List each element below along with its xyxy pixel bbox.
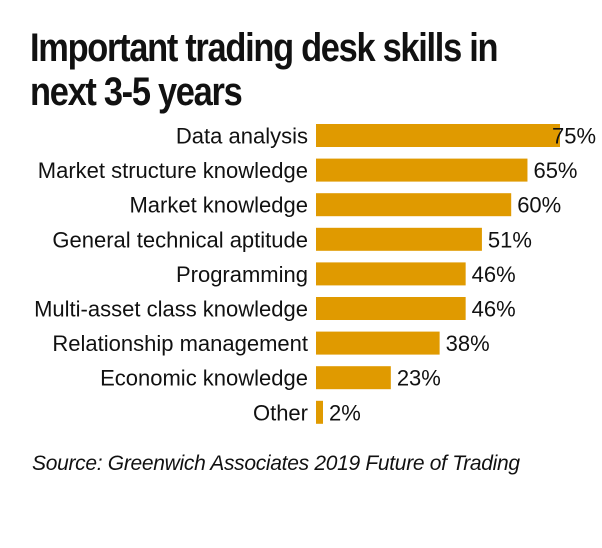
bar-8 [316,400,323,424]
category-label-0: Data analysis [176,124,308,149]
value-label-6: 38% [446,331,490,356]
category-label-7: Economic knowledge [100,366,308,391]
category-label-5: Multi-asset class knowledge [34,297,308,322]
value-label-1: 65% [533,158,577,183]
value-label-8: 2% [329,400,361,425]
value-label-5: 46% [472,297,516,322]
bar-3 [316,227,482,251]
bar-chart: Data analysis 75% Market structure knowled… [34,124,596,426]
bar-2 [316,193,512,217]
category-label-2: Market knowledge [129,193,308,218]
category-label-1: Market structure knowledge [38,158,308,183]
labels-layer: Data analysis 75% Market structure knowled… [34,124,596,426]
value-label-3: 51% [488,227,532,252]
category-label-6: Relationship management [52,331,308,356]
bar-0 [316,124,560,147]
value-label-7: 23% [397,366,441,391]
bar-6 [316,331,440,355]
bars-layer [316,124,560,424]
value-label-2: 60% [517,193,561,218]
value-label-0: 75% [552,124,596,149]
category-label-4: Programming [176,262,308,287]
value-label-4: 46% [472,262,516,287]
bar-4 [316,262,466,286]
bar-7 [316,366,391,390]
source-note: Source: Greenwich Associates 2019 Future… [32,452,520,475]
category-label-8: Other [253,400,308,425]
bar-1 [316,158,528,182]
bar-5 [316,297,466,320]
category-label-3: General technical aptitude [52,227,308,252]
chart-title: Important trading desk skills in next 3-5… [30,26,498,114]
